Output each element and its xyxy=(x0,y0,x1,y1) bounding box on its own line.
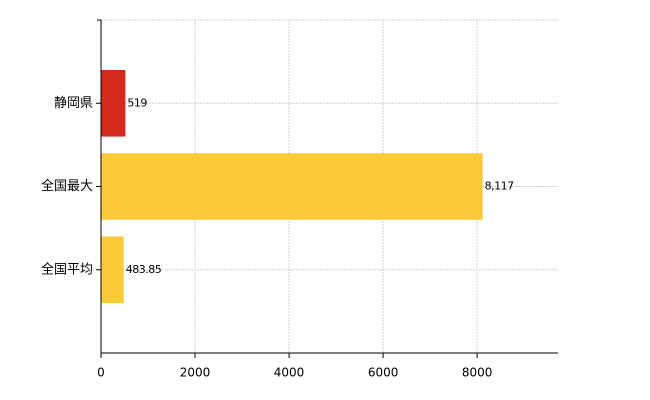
x-tick-label: 2000 xyxy=(180,366,211,380)
value-label: 483.85 xyxy=(126,263,162,276)
y-tick-label: 全国最大 xyxy=(41,178,93,194)
x-tick-label: 4000 xyxy=(274,366,305,380)
x-tick-label: 6000 xyxy=(368,366,399,380)
value-label: 8,117 xyxy=(485,180,514,193)
bar xyxy=(101,69,126,137)
y-tick-label: 全国平均 xyxy=(41,261,93,277)
bar xyxy=(101,236,124,304)
bar xyxy=(101,153,483,220)
x-tick-label: 0 xyxy=(97,366,105,380)
x-tick-label: 8000 xyxy=(462,366,493,380)
y-tick-label: 静岡県 xyxy=(54,96,93,111)
value-label: 519 xyxy=(127,96,147,109)
